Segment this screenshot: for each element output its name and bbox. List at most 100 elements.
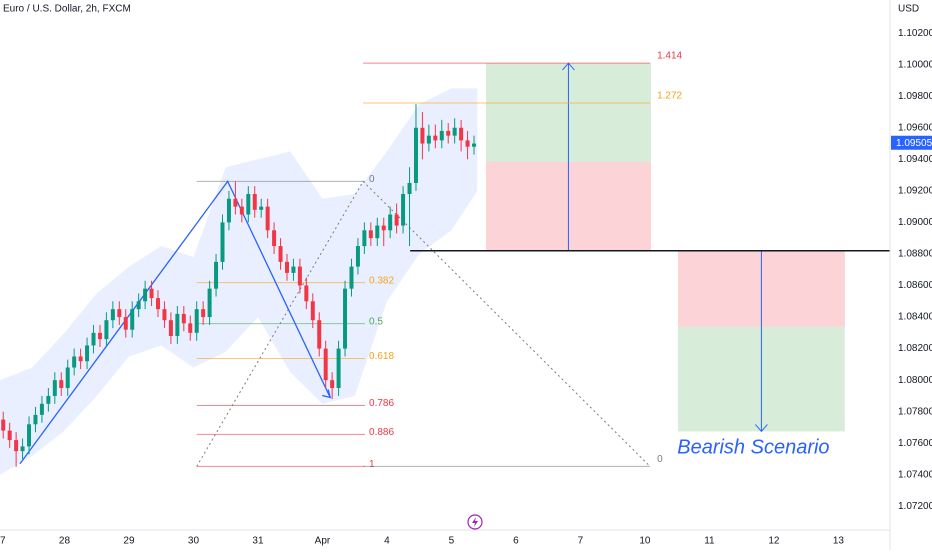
candle-body bbox=[214, 261, 219, 289]
fib-level-label: 0.382 bbox=[369, 275, 394, 286]
candle-body bbox=[330, 380, 335, 389]
x-tick-label: 7 bbox=[578, 536, 584, 547]
fib-extension-label: 0 bbox=[657, 454, 663, 465]
candle-body bbox=[472, 143, 477, 147]
candle-body bbox=[420, 127, 425, 144]
x-tick-label: 28 bbox=[59, 536, 71, 547]
candle-body bbox=[239, 206, 244, 215]
fib-level-label: 0.5 bbox=[369, 316, 383, 327]
x-tick-label: 31 bbox=[252, 536, 264, 547]
candle-body bbox=[317, 320, 322, 349]
x-tick-label: 13 bbox=[833, 536, 845, 547]
fib-extension-label: 1.414 bbox=[657, 51, 682, 62]
candle-body bbox=[136, 301, 141, 310]
y-tick-label: 1.09200 bbox=[898, 186, 932, 197]
fib-level-label: 0 bbox=[369, 174, 375, 185]
candle-body bbox=[226, 198, 231, 223]
candle-body bbox=[168, 320, 173, 336]
candle-body bbox=[162, 309, 167, 321]
candle-body bbox=[194, 309, 199, 333]
y-tick-label: 1.07800 bbox=[898, 406, 932, 417]
x-tick-label: 27 bbox=[0, 536, 6, 547]
candle-body bbox=[143, 288, 148, 302]
x-tick-label: 5 bbox=[449, 536, 455, 547]
x-tick-label: Apr bbox=[315, 536, 331, 547]
candle-body bbox=[323, 348, 328, 381]
y-tick-label: 1.09600 bbox=[898, 122, 932, 133]
candle-body bbox=[72, 356, 77, 368]
candle-body bbox=[304, 285, 309, 302]
last-price-box bbox=[891, 135, 932, 150]
candle-body bbox=[426, 135, 431, 144]
candle-body bbox=[291, 266, 296, 273]
candle-body bbox=[362, 230, 367, 247]
candle-body bbox=[149, 288, 154, 299]
zigzag-line bbox=[19, 180, 331, 465]
arrow-head bbox=[322, 389, 332, 399]
candle-body bbox=[39, 403, 44, 415]
candle-body bbox=[407, 182, 412, 195]
candle-body bbox=[1, 419, 6, 431]
candle-body bbox=[110, 309, 115, 321]
fib-level-label: 0.618 bbox=[369, 351, 394, 362]
candle-body bbox=[20, 446, 25, 452]
candle-body bbox=[343, 288, 348, 349]
y-tick-label: 1.09400 bbox=[898, 154, 932, 165]
candle-body bbox=[91, 332, 96, 346]
y-tick-label: 1.09800 bbox=[898, 91, 932, 102]
y-tick-label: 1.08000 bbox=[898, 375, 932, 386]
candle-body bbox=[394, 214, 399, 226]
candle-body bbox=[175, 313, 180, 336]
candle-body bbox=[439, 130, 444, 141]
candle-body bbox=[52, 380, 57, 396]
x-tick-label: 12 bbox=[768, 536, 780, 547]
candle-body bbox=[117, 309, 122, 318]
y-tick-label: 1.10200 bbox=[898, 28, 932, 39]
fib-extension-label: 1.272 bbox=[657, 91, 682, 102]
y-tick-label: 1.10000 bbox=[898, 59, 932, 70]
candle-body bbox=[413, 127, 418, 183]
chart-title: Euro / U.S. Dollar, 2h, FXCM bbox=[3, 4, 131, 15]
candle-body bbox=[220, 222, 225, 262]
annotation: Bearish Scenario bbox=[677, 437, 829, 459]
x-tick-label: 30 bbox=[188, 536, 200, 547]
candle-body bbox=[459, 127, 464, 141]
x-tick-label: 11 bbox=[704, 536, 715, 547]
candle-body bbox=[284, 261, 289, 273]
candle-body bbox=[259, 206, 264, 210]
candle-body bbox=[433, 135, 438, 141]
y-tick-label: 1.07400 bbox=[898, 469, 932, 480]
candle-body bbox=[446, 130, 451, 136]
y-axis-label: USD bbox=[898, 4, 919, 15]
y-tick-label: 1.08200 bbox=[898, 343, 932, 354]
candle-body bbox=[310, 301, 315, 321]
candle-body bbox=[7, 430, 12, 441]
event-icon[interactable] bbox=[467, 514, 483, 530]
candle-body bbox=[355, 246, 360, 267]
candle-body bbox=[465, 140, 470, 147]
candle-body bbox=[156, 298, 161, 310]
y-tick-label: 1.09000 bbox=[898, 217, 932, 228]
candle-body bbox=[65, 367, 70, 389]
candle-body bbox=[388, 214, 393, 231]
candle-body bbox=[452, 127, 457, 136]
candle-body bbox=[265, 206, 270, 231]
y-tick-label: 1.07200 bbox=[898, 501, 932, 512]
y-tick-label: 1.08600 bbox=[898, 280, 932, 291]
candle-body bbox=[368, 230, 373, 239]
candle-body bbox=[246, 194, 251, 215]
x-tick-label: 29 bbox=[123, 536, 135, 547]
candle-body bbox=[59, 380, 64, 389]
candle-body bbox=[104, 320, 109, 340]
candle-body bbox=[375, 225, 380, 239]
candle-body bbox=[272, 230, 277, 247]
candle-body bbox=[401, 194, 406, 226]
candle-body bbox=[188, 323, 193, 333]
candle-body bbox=[27, 424, 32, 447]
event-icon-bolt bbox=[472, 517, 478, 527]
arrow-head bbox=[755, 424, 768, 433]
candle-body bbox=[14, 440, 19, 452]
band-area bbox=[0, 88, 478, 475]
